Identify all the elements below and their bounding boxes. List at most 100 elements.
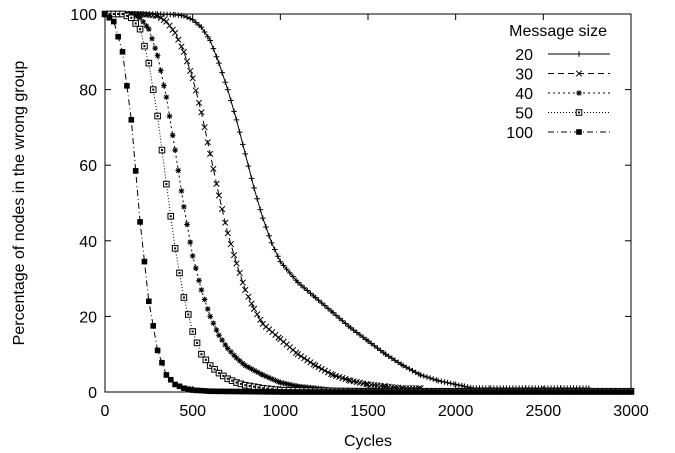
data-point-40 (251, 367, 258, 374)
data-point-100 (571, 389, 577, 395)
data-point-100 (593, 389, 599, 395)
data-point-30 (307, 359, 314, 366)
data-point-40 (298, 383, 304, 390)
data-point-100 (167, 376, 174, 383)
data-point-100 (487, 389, 494, 395)
data-point-50-center (191, 330, 194, 333)
data-point-100 (540, 389, 547, 395)
data-point-40 (187, 239, 194, 245)
data-point-100 (154, 347, 161, 354)
data-point-100 (422, 389, 428, 395)
data-point-50-center (239, 382, 242, 385)
data-point-30 (201, 124, 208, 131)
data-point-40 (245, 364, 252, 371)
data-point-50-center (187, 313, 190, 316)
data-point-100 (387, 389, 393, 395)
data-point-40 (178, 188, 185, 194)
data-point-100 (238, 388, 244, 395)
data-point-100 (334, 389, 341, 395)
data-point-20 (254, 195, 260, 202)
data-point-30 (239, 279, 246, 286)
data-point-30 (227, 240, 235, 248)
data-point-40 (201, 296, 208, 303)
data-point-20 (395, 359, 401, 366)
data-point-100 (628, 389, 634, 395)
data-point-100 (413, 389, 420, 395)
data-point-100 (211, 388, 218, 395)
data-point-40 (134, 13, 141, 20)
data-point-30 (195, 99, 203, 106)
data-point-100 (430, 389, 437, 395)
data-point-20 (263, 224, 269, 230)
data-point-30 (301, 355, 308, 362)
data-point-50-center (134, 22, 137, 25)
data-point-100 (566, 389, 573, 395)
data-point-100 (474, 389, 481, 395)
data-point-50-center (200, 353, 203, 356)
data-point-20 (412, 369, 419, 376)
data-point-100 (207, 388, 213, 395)
data-point-20 (444, 379, 451, 386)
data-point-100 (562, 389, 569, 395)
data-point-40 (258, 371, 264, 377)
data-point-40 (216, 332, 222, 339)
data-point-20 (187, 15, 194, 22)
data-point-20 (420, 373, 427, 379)
data-point-30 (152, 12, 160, 19)
data-point-20 (377, 347, 384, 354)
data-point-100 (325, 389, 332, 395)
data-point-20 (245, 163, 252, 169)
data-point-20 (374, 345, 381, 351)
data-point-100 (352, 389, 358, 395)
data-point-20 (312, 294, 319, 301)
legend-marker-50-center (578, 111, 580, 114)
y-tick-label: 60 (79, 158, 97, 175)
data-point-30 (207, 150, 214, 158)
data-point-20 (240, 141, 246, 148)
data-point-30 (250, 305, 258, 312)
data-point-20 (447, 380, 454, 387)
data-point-20 (307, 290, 314, 297)
data-point-30 (222, 219, 229, 226)
data-point-100 (575, 389, 582, 395)
data-point-100 (558, 389, 564, 395)
legend-label-30: 30 (515, 67, 533, 84)
data-point-100 (106, 14, 113, 21)
data-point-100 (163, 372, 170, 378)
data-point-100 (102, 11, 108, 17)
data-point-20 (392, 357, 398, 364)
data-point-50-center (253, 385, 256, 388)
data-point-40 (140, 19, 147, 25)
legend-label-20: 20 (515, 47, 533, 64)
data-point-50-center (196, 341, 199, 344)
x-tick-label: 0 (101, 403, 110, 420)
data-point-100 (527, 389, 533, 395)
data-point-40 (283, 381, 290, 387)
data-point-40 (184, 221, 190, 228)
data-point-100 (378, 389, 384, 395)
series-50 (101, 10, 635, 395)
data-point-100 (110, 18, 117, 25)
legend: Message size 20 30 40 50 100 (506, 23, 610, 142)
data-point-100 (435, 389, 441, 395)
data-point-30 (236, 269, 243, 277)
data-point-20 (257, 206, 264, 213)
data-point-40 (163, 94, 170, 100)
data-point-20 (389, 355, 395, 362)
data-point-40 (277, 379, 284, 386)
x-tick-label: 2000 (438, 403, 474, 420)
data-point-50-center (235, 381, 238, 384)
x-axis: 0 500 1000 1500 2000 2500 3000 (101, 14, 649, 420)
data-point-40 (181, 203, 187, 210)
data-point-30 (213, 180, 220, 187)
data-point-100 (610, 389, 617, 395)
data-point-20 (207, 37, 213, 44)
data-point-20 (365, 338, 371, 344)
data-point-40 (157, 67, 164, 74)
data-point-20 (406, 366, 413, 372)
data-point-20 (417, 372, 424, 378)
data-point-50-center (147, 62, 150, 65)
data-point-100 (150, 323, 157, 329)
data-point-20 (219, 69, 225, 76)
data-point-100 (119, 49, 126, 55)
